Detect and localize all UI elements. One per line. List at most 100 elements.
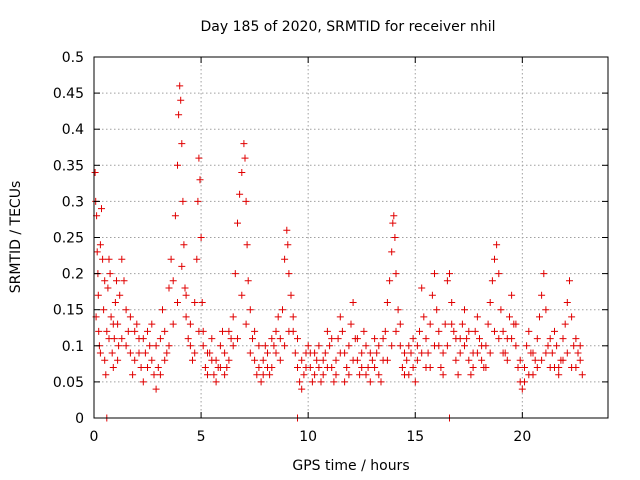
data-point <box>521 378 528 386</box>
data-point <box>106 270 114 278</box>
data-point <box>358 364 366 371</box>
data-point <box>452 356 460 364</box>
data-point <box>563 349 571 357</box>
data-point <box>129 371 137 379</box>
data-point <box>204 349 211 357</box>
data-point <box>113 277 120 285</box>
data-point <box>559 335 567 343</box>
data-point <box>332 356 340 364</box>
data-point <box>253 371 261 379</box>
data-point <box>319 356 327 364</box>
data-point <box>317 378 325 386</box>
data-point <box>225 356 233 364</box>
data-point <box>418 284 426 292</box>
data-point <box>91 169 99 176</box>
data-point <box>375 371 383 379</box>
data-point <box>96 349 104 357</box>
data-point <box>362 342 370 350</box>
data-point <box>439 349 447 357</box>
data-point <box>536 313 543 321</box>
data-point <box>242 320 250 328</box>
grid <box>94 57 608 418</box>
data-point <box>446 270 453 278</box>
data-point <box>422 335 430 343</box>
data-point <box>109 320 117 328</box>
data-point <box>542 306 550 314</box>
data-point <box>227 335 235 343</box>
data-point <box>242 197 250 205</box>
data-point <box>201 364 209 371</box>
data-point <box>366 378 374 386</box>
data-point <box>178 262 186 270</box>
data-point <box>182 291 190 299</box>
data-point <box>212 356 220 364</box>
data-point <box>349 356 357 364</box>
data-point <box>506 313 513 321</box>
data-point <box>221 371 229 379</box>
data-point <box>287 291 295 299</box>
y-tick-label: 0.45 <box>53 86 84 102</box>
data-point <box>576 342 584 350</box>
data-point <box>251 327 259 335</box>
data-point <box>456 335 464 343</box>
data-point <box>163 349 171 357</box>
data-point <box>175 111 183 119</box>
data-point <box>204 371 211 379</box>
y-tick-label: 0.3 <box>62 194 84 210</box>
data-point <box>118 255 126 263</box>
data-point <box>276 335 284 343</box>
data-point <box>281 255 289 263</box>
data-point <box>139 335 147 343</box>
data-point <box>126 349 134 357</box>
data-point <box>364 364 372 371</box>
data-point <box>396 320 404 328</box>
data-point <box>461 342 468 350</box>
data-point <box>360 327 368 335</box>
data-point <box>302 364 310 371</box>
data-point <box>405 371 413 379</box>
data-point <box>371 364 379 371</box>
data-point <box>551 327 558 335</box>
data-point <box>184 335 192 343</box>
data-point <box>255 364 263 371</box>
data-point <box>118 335 126 343</box>
data-point <box>343 364 351 371</box>
data-point <box>572 335 580 343</box>
data-point <box>298 385 306 393</box>
data-point <box>244 277 252 285</box>
data-point <box>366 349 374 357</box>
data-point <box>223 364 231 371</box>
data-point <box>198 299 206 306</box>
data-point <box>345 342 353 350</box>
data-point <box>94 291 102 299</box>
data-point <box>165 284 173 292</box>
data-point <box>525 371 533 379</box>
data-point <box>431 270 438 278</box>
data-point <box>161 327 169 335</box>
data-point <box>146 342 154 350</box>
data-point <box>144 364 151 371</box>
data-point <box>124 327 132 335</box>
data-point <box>478 356 486 364</box>
data-point <box>471 327 479 335</box>
data-point <box>126 313 134 321</box>
data-point <box>486 349 494 357</box>
data-point <box>495 270 503 278</box>
data-point <box>210 371 218 379</box>
data-point <box>450 327 458 335</box>
data-point <box>405 342 413 350</box>
data-point <box>456 349 464 357</box>
data-point <box>323 364 331 371</box>
data-point <box>441 320 449 328</box>
data-point <box>276 356 284 364</box>
data-point <box>458 320 466 328</box>
data-point <box>139 378 147 386</box>
data-point <box>285 327 293 335</box>
data-point <box>236 190 244 198</box>
data-point <box>413 342 421 350</box>
data-point <box>499 349 507 357</box>
data-point <box>120 277 128 285</box>
data-point <box>356 371 364 379</box>
data-point <box>131 356 139 364</box>
data-point <box>100 306 108 314</box>
